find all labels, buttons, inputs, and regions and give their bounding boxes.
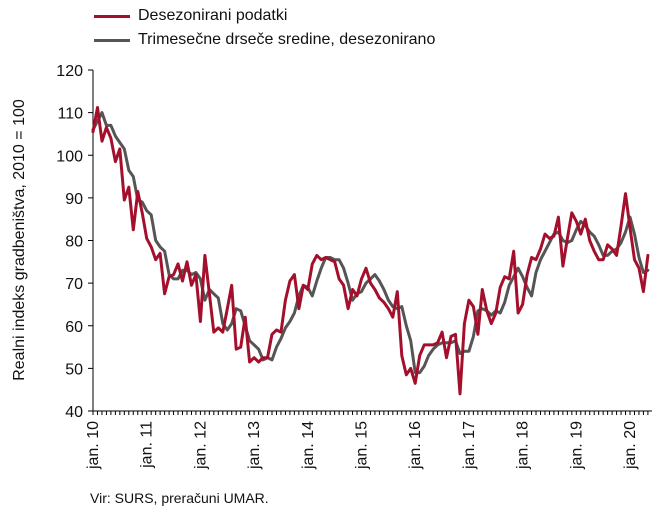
x-tick-label: jan. 11: [139, 421, 156, 469]
x-tick-label: jan. 17: [461, 421, 478, 470]
y-tick-label: 100: [56, 148, 83, 165]
x-tick-label: jan. 20: [622, 421, 639, 470]
legend-item-seasonally-adjusted: Desezonirani podatki: [94, 4, 435, 28]
y-tick-label: 70: [65, 276, 83, 293]
x-tick-label: jan. 18: [515, 421, 532, 470]
x-tick-label: jan. 14: [300, 421, 317, 470]
legend-swatch-gray: [94, 38, 130, 42]
series-line-seasonally-adjusted: [91, 106, 650, 396]
x-tick-label: jan. 13: [246, 421, 263, 470]
y-tick-label: 110: [57, 106, 83, 123]
chart-legend: Desezonirani podatki Trimesečne drseče s…: [94, 4, 435, 52]
chart-series: [91, 106, 650, 396]
chart-axes: [88, 69, 652, 415]
y-tick-label: 120: [56, 63, 83, 80]
legend-swatch-red: [94, 14, 130, 18]
source-note: Vir: SURS, preračuni UMAR.: [90, 490, 269, 506]
legend-label: Trimesečne drseče sredine, desezonirano: [138, 31, 436, 48]
y-tick-label: 80: [65, 234, 83, 251]
x-tick-label: jan. 15: [354, 421, 371, 470]
y-tick-label: 60: [65, 319, 83, 336]
y-axis-title: Realni indeks gradbeništva, 2010 = 100: [11, 99, 28, 381]
x-tick-label: jan. 16: [407, 421, 424, 470]
chart-labels: 40 50 60 70 80 90 100 110 120 jan. 10 jan. 11 jan. …: [11, 63, 639, 470]
x-tick-label: jan. 12: [192, 421, 209, 470]
x-tick-label: jan. 10: [85, 421, 102, 470]
legend-label: Desezonirani podatki: [138, 7, 288, 24]
y-tick-label: 50: [65, 361, 83, 378]
y-tick-label: 90: [65, 191, 83, 208]
x-tick-label: jan. 19: [568, 421, 585, 470]
y-tick-label: 40: [65, 404, 83, 421]
legend-item-moving-average: Trimesečne drseče sredine, desezonirano: [94, 28, 435, 52]
series-line-moving-average: [91, 111, 650, 375]
